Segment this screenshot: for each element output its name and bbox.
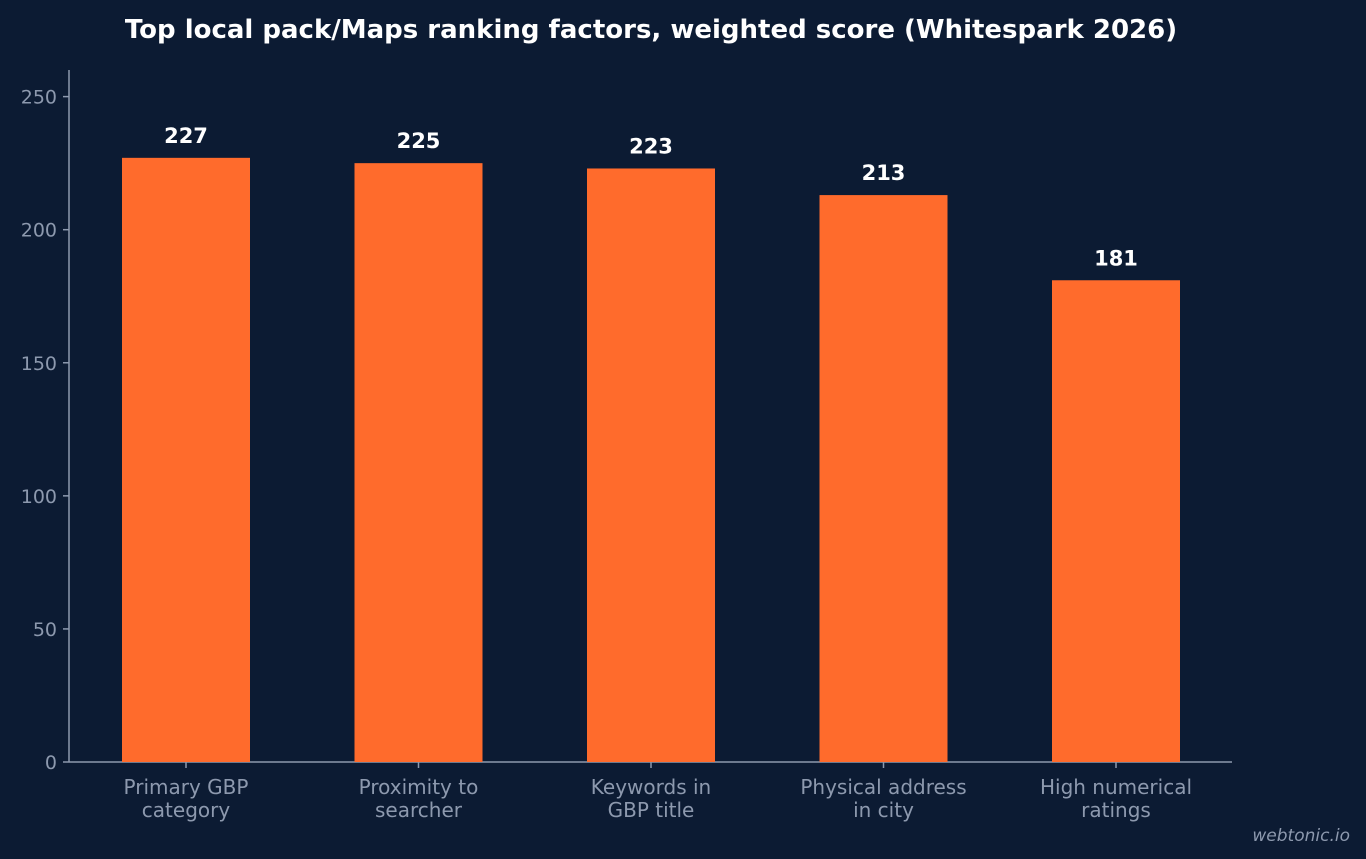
bar [1052,280,1180,762]
category-labels: Primary GBP category Proximity to searcher K… [124,775,1192,822]
bar-value-label: 223 [629,134,673,158]
y-tick-label: 150 [21,353,57,375]
value-labels: 227 225 223 213 181 [164,124,1138,270]
x-tick-label: Keywords in GBP title [591,775,711,822]
bar [354,163,483,763]
x-tick-label: Primary GBP category [124,775,249,822]
x-tick-label: Proximity to searcher [359,775,479,822]
watermark: webtonic.io [1252,826,1350,846]
bar [587,168,715,762]
x-tick-label: High numerical ratings [1040,775,1192,822]
x-axis [69,761,1232,768]
bar [819,195,948,763]
bars [122,157,1180,763]
x-tick-label: Physical address in city [800,775,966,822]
bar-value-label: 225 [397,129,441,153]
y-tick-label: 200 [21,220,57,242]
bar-value-label: 213 [862,161,906,185]
y-axis: 0 50 100 150 200 250 [21,70,70,774]
bar [122,157,250,763]
chart-title: Top local pack/Maps ranking factors, wei… [125,15,1177,45]
y-tick-label: 250 [21,87,57,109]
y-tick-label: 100 [21,486,57,508]
y-tick-label: 0 [45,752,57,774]
bar-value-label: 227 [164,124,208,148]
y-tick-label: 50 [33,619,57,641]
bar-value-label: 181 [1094,246,1138,270]
